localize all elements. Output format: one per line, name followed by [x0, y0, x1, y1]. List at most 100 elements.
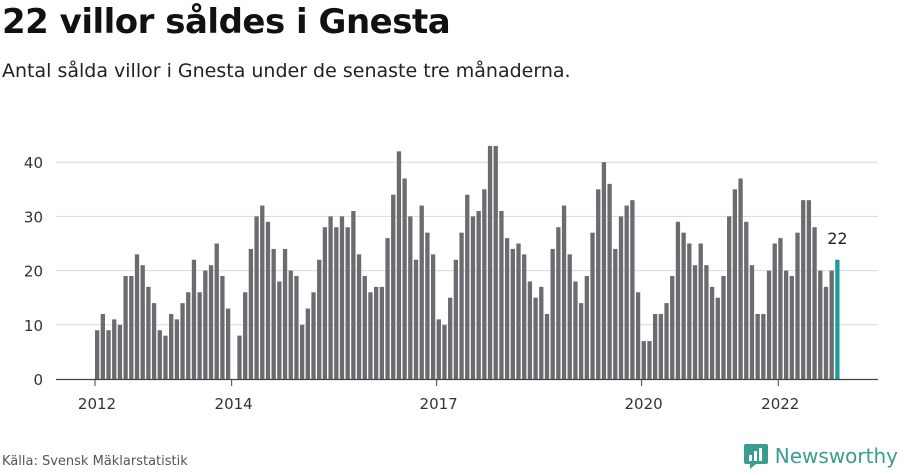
page-title: 22 villor såldes i Gnesta — [2, 2, 451, 42]
bar — [573, 281, 578, 379]
bar — [516, 243, 521, 379]
bar — [112, 319, 117, 379]
bar — [801, 200, 806, 379]
bar — [806, 200, 812, 379]
bar — [339, 216, 345, 379]
bar — [225, 308, 231, 379]
bar — [721, 276, 726, 379]
bar — [311, 292, 316, 379]
bar — [208, 265, 214, 379]
bar — [334, 227, 339, 379]
bar — [243, 292, 248, 379]
y-tick-label: 0 — [33, 371, 43, 389]
bar — [670, 276, 675, 379]
bar — [539, 286, 544, 379]
bar — [556, 227, 561, 379]
bar — [345, 227, 350, 379]
bar — [607, 183, 612, 379]
bar — [436, 319, 441, 379]
bar — [715, 297, 720, 379]
bar — [356, 254, 362, 379]
bar — [220, 276, 225, 379]
bar — [761, 313, 766, 379]
bar — [630, 200, 635, 379]
bar — [664, 303, 669, 379]
bar — [163, 335, 168, 379]
bar — [277, 281, 282, 379]
bar — [550, 248, 555, 379]
bar — [322, 227, 328, 379]
bar — [123, 276, 128, 379]
bar — [510, 248, 515, 379]
bar — [419, 205, 424, 379]
y-tick-label: 30 — [24, 208, 43, 226]
bar — [727, 216, 732, 379]
bar — [522, 254, 527, 379]
x-tick-label: 2022 — [761, 395, 799, 413]
bar — [772, 243, 777, 379]
brand-name: Newsworthy — [774, 444, 898, 468]
bar — [561, 205, 567, 379]
x-tick-label: 2014 — [215, 395, 253, 413]
bar — [590, 232, 595, 379]
bar — [151, 303, 157, 379]
bar — [106, 330, 111, 379]
bar — [738, 178, 743, 379]
bar — [470, 216, 476, 379]
bar — [362, 276, 367, 379]
bar — [385, 238, 390, 379]
bar — [658, 313, 664, 379]
bar — [681, 232, 686, 379]
bar — [544, 313, 550, 379]
bar — [134, 254, 140, 379]
bar — [783, 270, 789, 379]
bar — [829, 270, 834, 379]
bar — [442, 324, 447, 379]
highlight-value-label: 22 — [827, 229, 847, 248]
bar — [180, 303, 185, 379]
bar — [408, 216, 413, 379]
bar — [260, 205, 265, 379]
bar — [214, 243, 219, 379]
bar — [766, 270, 772, 379]
bar — [647, 341, 652, 379]
brand-logo[interactable]: Newsworthy — [743, 442, 898, 470]
bar — [459, 232, 464, 379]
bar — [465, 194, 470, 379]
bar — [499, 210, 504, 379]
bar — [487, 145, 493, 379]
bar — [618, 216, 624, 379]
bar — [704, 265, 709, 379]
bar — [527, 281, 533, 379]
bar — [778, 238, 783, 379]
bar — [197, 292, 202, 379]
bar — [305, 308, 310, 379]
x-tick-label: 2020 — [625, 395, 663, 413]
y-axis-ticks: 0 10 20 30 40 — [24, 154, 43, 389]
source-note: Källa: Svensk Mäklarstatistik — [2, 454, 188, 469]
bar — [795, 232, 800, 379]
bar — [129, 276, 134, 379]
x-tick-label: 2017 — [420, 395, 458, 413]
bar — [635, 292, 641, 379]
bar — [402, 178, 407, 379]
bar — [624, 205, 629, 379]
bar — [675, 221, 681, 379]
bar — [818, 270, 823, 379]
bar — [533, 297, 538, 379]
bar — [698, 243, 703, 379]
y-tick-label: 40 — [24, 154, 43, 172]
bar — [413, 259, 419, 379]
bar — [391, 194, 396, 379]
bar — [453, 259, 459, 379]
bar — [237, 335, 242, 379]
bar — [613, 248, 618, 379]
bar — [203, 270, 208, 379]
bar — [317, 259, 322, 379]
bar — [248, 248, 254, 379]
bar — [504, 238, 510, 379]
bar — [186, 292, 191, 379]
bar — [146, 286, 151, 379]
bar — [95, 330, 100, 379]
bar — [430, 254, 436, 379]
